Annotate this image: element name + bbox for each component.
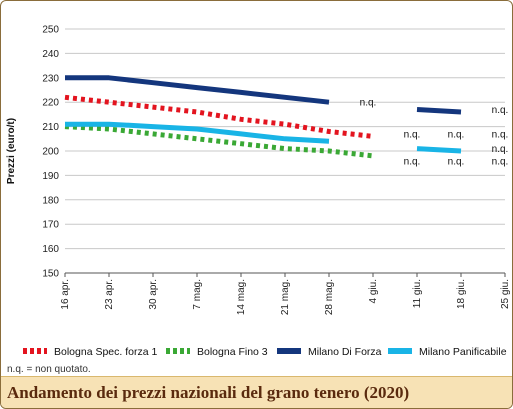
y-tick-label: 240 xyxy=(42,49,59,60)
y-tick-label: 250 xyxy=(42,25,59,36)
annotation-nq: n.q. xyxy=(404,129,421,140)
y-axis-title: Prezzi (euro/t) xyxy=(6,118,17,184)
annotation-nq: n.q. xyxy=(492,144,509,155)
series-line-0 xyxy=(64,94,374,139)
legend-label-1: Bologna Fino 3 xyxy=(197,346,268,358)
x-tick-label: 18 giu. xyxy=(456,279,467,309)
y-tick-label: 210 xyxy=(42,122,59,133)
x-tick-label: 30 apr. xyxy=(148,279,159,310)
y-tick-label: 160 xyxy=(42,244,59,255)
x-tick-label: 11 giu. xyxy=(412,279,423,308)
series-line-1 xyxy=(64,124,374,159)
x-tick-label: 14 mag. xyxy=(236,279,247,315)
annotation-nq: n.q. xyxy=(448,156,465,167)
chart-caption: Andamento dei prezzi nazionali del grano… xyxy=(7,383,410,402)
x-tick-label: 7 mag. xyxy=(192,279,203,310)
annotation-nq: n.q. xyxy=(492,105,509,116)
x-tick-label: 16 apr. xyxy=(60,279,71,310)
y-tick-label: 190 xyxy=(42,171,59,182)
x-tick-label: 21 mag. xyxy=(280,279,291,315)
x-tick-label: 28 mag. xyxy=(324,279,335,315)
y-tick-label: 230 xyxy=(42,73,59,84)
legend-label-2: Milano Di Forza xyxy=(308,346,382,358)
y-tick-label: 200 xyxy=(42,147,59,158)
annotation-nq: n.q. xyxy=(360,98,377,109)
x-tick-label: 23 apr. xyxy=(104,279,115,310)
y-tick-label: 220 xyxy=(42,98,59,109)
annotation-nq: n.q. xyxy=(492,129,509,140)
legend-label-3: Milano Panificabile xyxy=(419,346,507,358)
annotation-nq: n.q. xyxy=(448,129,465,140)
series-line-2 xyxy=(65,75,330,105)
y-tick-label: 180 xyxy=(42,195,59,206)
x-tick-label: 4 giu. xyxy=(368,279,379,303)
series-line-3 xyxy=(65,121,330,144)
line-chart: 150 160 170 180 190 200 210 220 230 240 250 16 apr.… xyxy=(6,25,511,359)
footnote: n.q. = non quotato. xyxy=(7,364,91,375)
annotation-nq: n.q. xyxy=(404,156,421,167)
caption-bar: Andamento dei prezzi nazionali del grano… xyxy=(1,376,512,408)
y-tick-label: 170 xyxy=(42,220,59,231)
x-tick-label: 25 giu. xyxy=(500,279,511,309)
legend-label-0: Bologna Spec. forza 1 xyxy=(54,346,157,358)
series-line-2 xyxy=(416,107,462,115)
annotation-nq: n.q. xyxy=(492,156,509,167)
series-line-3 xyxy=(416,146,462,154)
y-tick-label: 150 xyxy=(42,269,59,280)
